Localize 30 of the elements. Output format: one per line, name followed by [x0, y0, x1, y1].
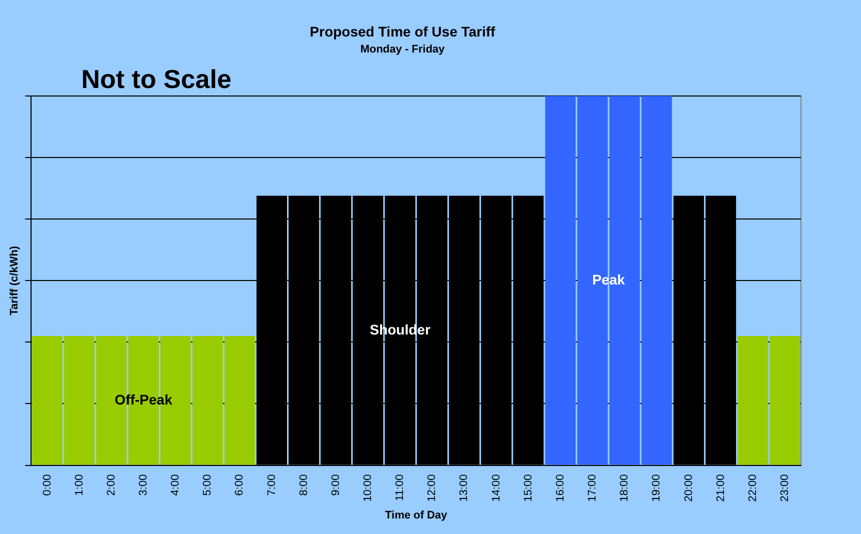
x-tick-label: 12:00 [426, 474, 438, 502]
x-tick-label: 11:00 [394, 474, 406, 501]
x-tick-label: 6:00 [234, 474, 246, 496]
x-tick-label: 3:00 [137, 474, 150, 496]
x-tick-label: 14:00 [490, 474, 502, 502]
x-tick-label: 20:00 [682, 474, 695, 502]
x-tick-label: 21:00 [714, 474, 727, 502]
x-tick-label: 2:00 [105, 474, 118, 496]
x-tick-label: 18:00 [618, 474, 631, 502]
x-tick-label: 4:00 [170, 474, 182, 496]
x-tick-label: 19:00 [650, 474, 663, 502]
y-axis-title: Tariff (c/kWh) [8, 246, 21, 316]
x-tick-label: 23:00 [778, 474, 791, 502]
x-tick-label: 0:00 [41, 474, 54, 496]
annotation: Peak [592, 271, 626, 288]
x-tick-label: 8:00 [298, 474, 310, 496]
x-axis-title: Time of Day [385, 509, 448, 522]
x-tick-label: 10:00 [362, 474, 374, 502]
x-tick-label: 1:00 [73, 474, 86, 496]
chart-subtitle: Monday - Friday [360, 43, 446, 56]
x-tick-label: 9:00 [330, 474, 342, 496]
x-tick-label: 17:00 [586, 474, 599, 502]
x-tick-label: 5:00 [202, 474, 214, 496]
x-tick-label: 15:00 [522, 474, 534, 502]
x-tick-label: 7:00 [266, 474, 278, 496]
x-tick-label: 16:00 [554, 474, 566, 502]
x-tick-label: 13:00 [458, 474, 470, 502]
chart-title: Proposed Time of Use Tariff [310, 23, 496, 40]
x-tick-label: 22:00 [746, 474, 759, 502]
text: Not to Scale [81, 64, 232, 94]
